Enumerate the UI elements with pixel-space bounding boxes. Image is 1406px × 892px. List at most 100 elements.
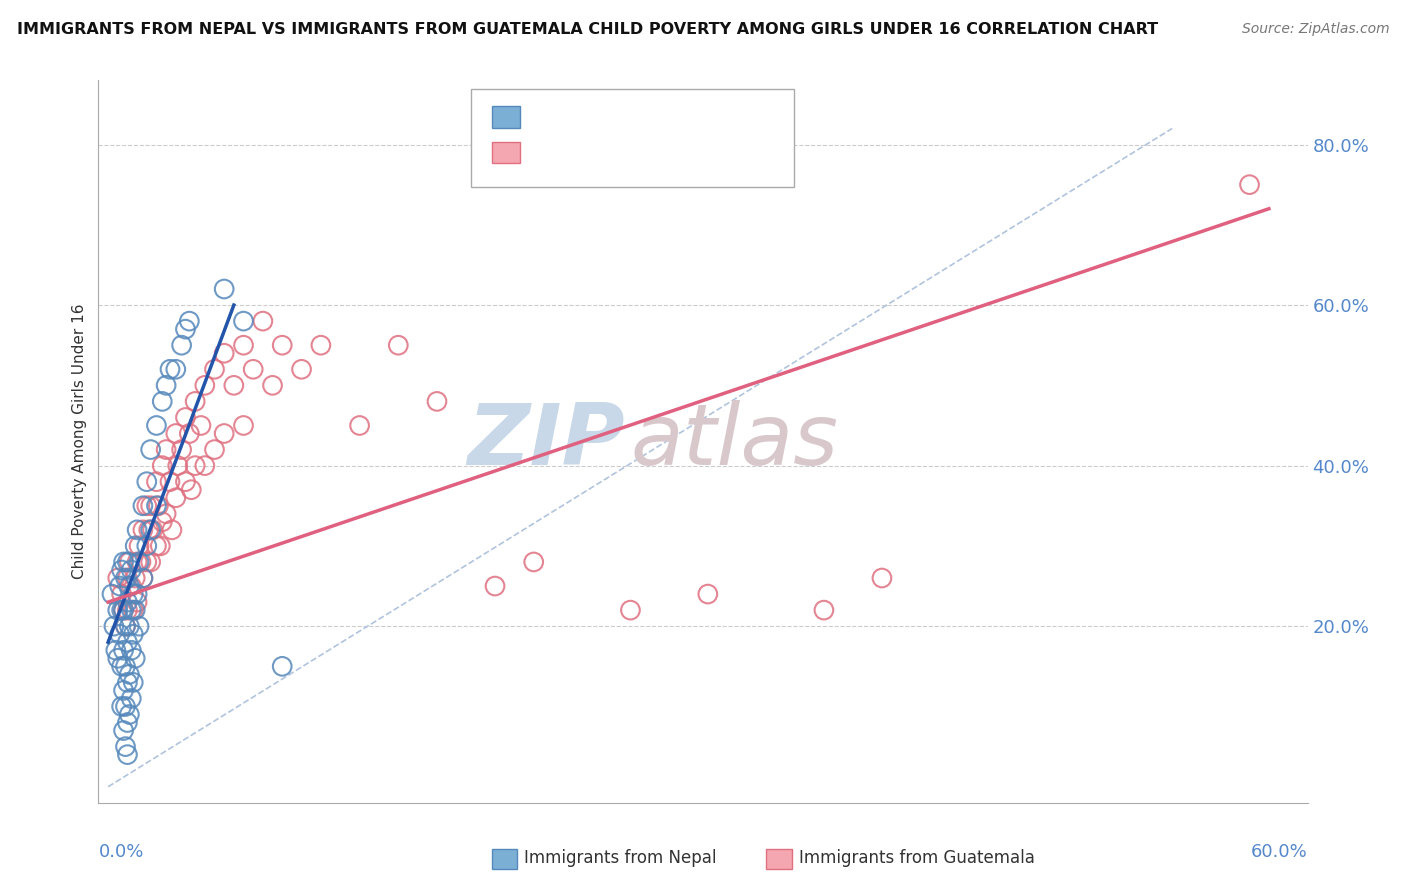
Point	[117, 555, 139, 569]
Point	[114, 619, 136, 633]
Point	[159, 475, 181, 489]
Point	[128, 619, 150, 633]
Point	[309, 338, 332, 352]
Text: R = 0.562  N = 69: R = 0.562 N = 69	[531, 143, 710, 162]
Point	[170, 338, 193, 352]
Point	[426, 394, 449, 409]
Point	[184, 458, 207, 473]
Point	[129, 555, 152, 569]
Point	[139, 555, 162, 569]
Point	[120, 603, 142, 617]
Point	[124, 603, 146, 617]
Point	[128, 555, 150, 569]
Point	[117, 595, 139, 609]
Point	[180, 483, 202, 497]
Text: Immigrants from Guatemala: Immigrants from Guatemala	[799, 849, 1035, 867]
Point	[111, 659, 134, 673]
Point	[114, 699, 136, 714]
Point	[184, 394, 207, 409]
Point	[122, 675, 145, 690]
Point	[232, 418, 254, 433]
Point	[112, 643, 135, 657]
Point	[132, 571, 155, 585]
Point	[132, 523, 155, 537]
Point	[150, 458, 173, 473]
Point	[387, 338, 409, 352]
Point	[118, 667, 141, 681]
Point	[114, 571, 136, 585]
Point	[117, 603, 139, 617]
Point	[142, 523, 165, 537]
Point	[148, 499, 170, 513]
Point	[165, 362, 187, 376]
Point	[122, 587, 145, 601]
Point	[122, 603, 145, 617]
Point	[145, 475, 167, 489]
Point	[120, 643, 142, 657]
Point	[111, 563, 134, 577]
Y-axis label: Child Poverty Among Girls Under 16: Child Poverty Among Girls Under 16	[72, 304, 87, 579]
Point	[104, 643, 127, 657]
Point	[155, 378, 177, 392]
Point	[166, 458, 188, 473]
Point	[484, 579, 506, 593]
Point	[204, 442, 226, 457]
Point	[212, 282, 235, 296]
Text: 0.0%: 0.0%	[98, 843, 143, 861]
Point	[145, 539, 167, 553]
Point	[120, 691, 142, 706]
Point	[145, 499, 167, 513]
Point	[194, 378, 217, 392]
Text: IMMIGRANTS FROM NEPAL VS IMMIGRANTS FROM GUATEMALA CHILD POVERTY AMONG GIRLS UND: IMMIGRANTS FROM NEPAL VS IMMIGRANTS FROM…	[17, 22, 1159, 37]
Point	[132, 571, 155, 585]
Point	[271, 338, 294, 352]
Point	[696, 587, 718, 601]
Text: Immigrants from Nepal: Immigrants from Nepal	[524, 849, 717, 867]
Point	[111, 603, 134, 617]
Point	[150, 394, 173, 409]
Point	[128, 539, 150, 553]
Text: Source: ZipAtlas.com: Source: ZipAtlas.com	[1241, 22, 1389, 37]
Text: R = 0.526  N = 63: R = 0.526 N = 63	[531, 107, 710, 127]
Text: 60.0%: 60.0%	[1251, 843, 1308, 861]
Point	[159, 362, 181, 376]
Point	[112, 603, 135, 617]
Point	[290, 362, 312, 376]
Point	[242, 362, 264, 376]
Point	[174, 475, 197, 489]
Point	[112, 723, 135, 738]
Point	[118, 579, 141, 593]
Point	[127, 523, 149, 537]
Point	[204, 362, 226, 376]
Point	[813, 603, 835, 617]
Point	[107, 571, 129, 585]
Point	[619, 603, 641, 617]
Point	[174, 410, 197, 425]
Point	[212, 346, 235, 360]
Point	[120, 563, 142, 577]
Point	[107, 651, 129, 665]
Point	[349, 418, 371, 433]
Point	[262, 378, 284, 392]
Point	[124, 651, 146, 665]
Point	[127, 595, 149, 609]
Point	[117, 571, 139, 585]
Point	[139, 523, 162, 537]
Point	[122, 627, 145, 641]
Point	[271, 659, 294, 673]
Point	[117, 675, 139, 690]
Point	[112, 683, 135, 698]
Point	[114, 739, 136, 754]
Point	[127, 555, 149, 569]
Point	[232, 338, 254, 352]
Point	[252, 314, 274, 328]
Text: atlas: atlas	[630, 400, 838, 483]
Point	[127, 587, 149, 601]
Point	[108, 579, 131, 593]
Point	[118, 555, 141, 569]
Point	[160, 523, 183, 537]
Point	[174, 322, 197, 336]
Point	[118, 619, 141, 633]
Point	[101, 587, 124, 601]
Point	[145, 418, 167, 433]
